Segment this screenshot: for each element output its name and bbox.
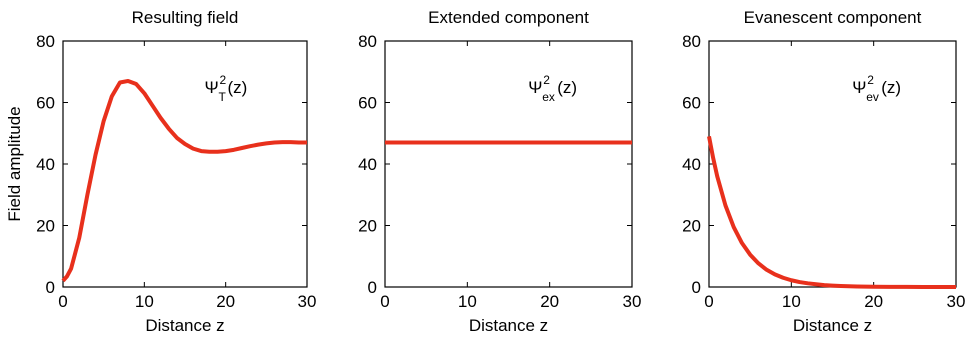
- y-tick-label: 40: [36, 155, 55, 174]
- y-tick-label: 20: [36, 217, 55, 236]
- series-line: [707, 135, 957, 289]
- annotation-superscript: 2: [543, 73, 550, 87]
- chart-panel-3: 0 10 20 30 0 20 40 60 80 Evanescent component Dist…: [682, 8, 965, 335]
- x-tick-label: 10: [135, 292, 154, 311]
- plot-frame: [62, 40, 308, 288]
- series-line: [61, 78, 307, 283]
- x-axis-label: Distance z: [145, 316, 224, 335]
- annotation-superscript: 2: [867, 73, 874, 87]
- x-tick-label: 10: [782, 292, 801, 311]
- chart-title: Evanescent component: [744, 8, 922, 27]
- curve-annotation: Ψ 2 ev (z): [852, 73, 901, 104]
- chart-title: Extended component: [428, 8, 589, 27]
- annotation-subscript: T: [219, 90, 227, 104]
- x-tick-label: 0: [704, 292, 713, 311]
- y-tick-label: 20: [358, 217, 377, 236]
- annotation-symbol: Ψ: [528, 78, 542, 97]
- annotation-superscript: 2: [220, 73, 227, 87]
- annotation-argument: (z): [228, 78, 248, 97]
- x-tick-label: 0: [58, 292, 67, 311]
- chart-title: Resulting field: [132, 8, 239, 27]
- chart-panel-2: 0 10 20 30 0 20 40 60 80 Extended component Distan…: [358, 8, 641, 335]
- y-tick-label: 40: [358, 155, 377, 174]
- y-tick-label: 0: [692, 278, 701, 297]
- y-tick-label: 0: [46, 278, 55, 297]
- annotation-argument: (z): [557, 78, 577, 97]
- y-tick-label: 80: [36, 32, 55, 51]
- x-axis-label: Distance z: [793, 316, 872, 335]
- x-tick-label: 20: [864, 292, 883, 311]
- x-tick-label: 30: [947, 292, 966, 311]
- y-tick-label: 80: [682, 32, 701, 51]
- chart-panel-1: 0 10 20 30 0 20 40 60 80 Resulting field Distance …: [5, 8, 316, 335]
- y-tick-label: 60: [36, 94, 55, 113]
- x-tick-label: 20: [540, 292, 559, 311]
- y-tick-label: 20: [682, 217, 701, 236]
- y-tick-label: 80: [358, 32, 377, 51]
- x-tick-label: 30: [298, 292, 317, 311]
- y-tick-label: 40: [682, 155, 701, 174]
- annotation-subscript: ex: [542, 90, 555, 104]
- annotation-symbol: Ψ: [852, 78, 866, 97]
- annotation-subscript: ev: [866, 90, 879, 104]
- y-tick-label: 60: [358, 94, 377, 113]
- curve-annotation: Ψ 2 T (z): [205, 73, 248, 104]
- x-tick-label: 10: [458, 292, 477, 311]
- x-axis-label: Distance z: [469, 316, 548, 335]
- y-tick-label: 0: [368, 278, 377, 297]
- annotation-symbol: Ψ: [205, 78, 219, 97]
- curve-annotation: Ψ 2 ex (z): [528, 73, 577, 104]
- x-tick-label: 0: [380, 292, 389, 311]
- annotation-argument: (z): [881, 78, 901, 97]
- y-axis-label: Field amplitude: [5, 106, 24, 221]
- plot-frame: [384, 40, 633, 288]
- y-tick-label: 60: [682, 94, 701, 113]
- x-tick-label: 30: [623, 292, 642, 311]
- x-tick-label: 20: [216, 292, 235, 311]
